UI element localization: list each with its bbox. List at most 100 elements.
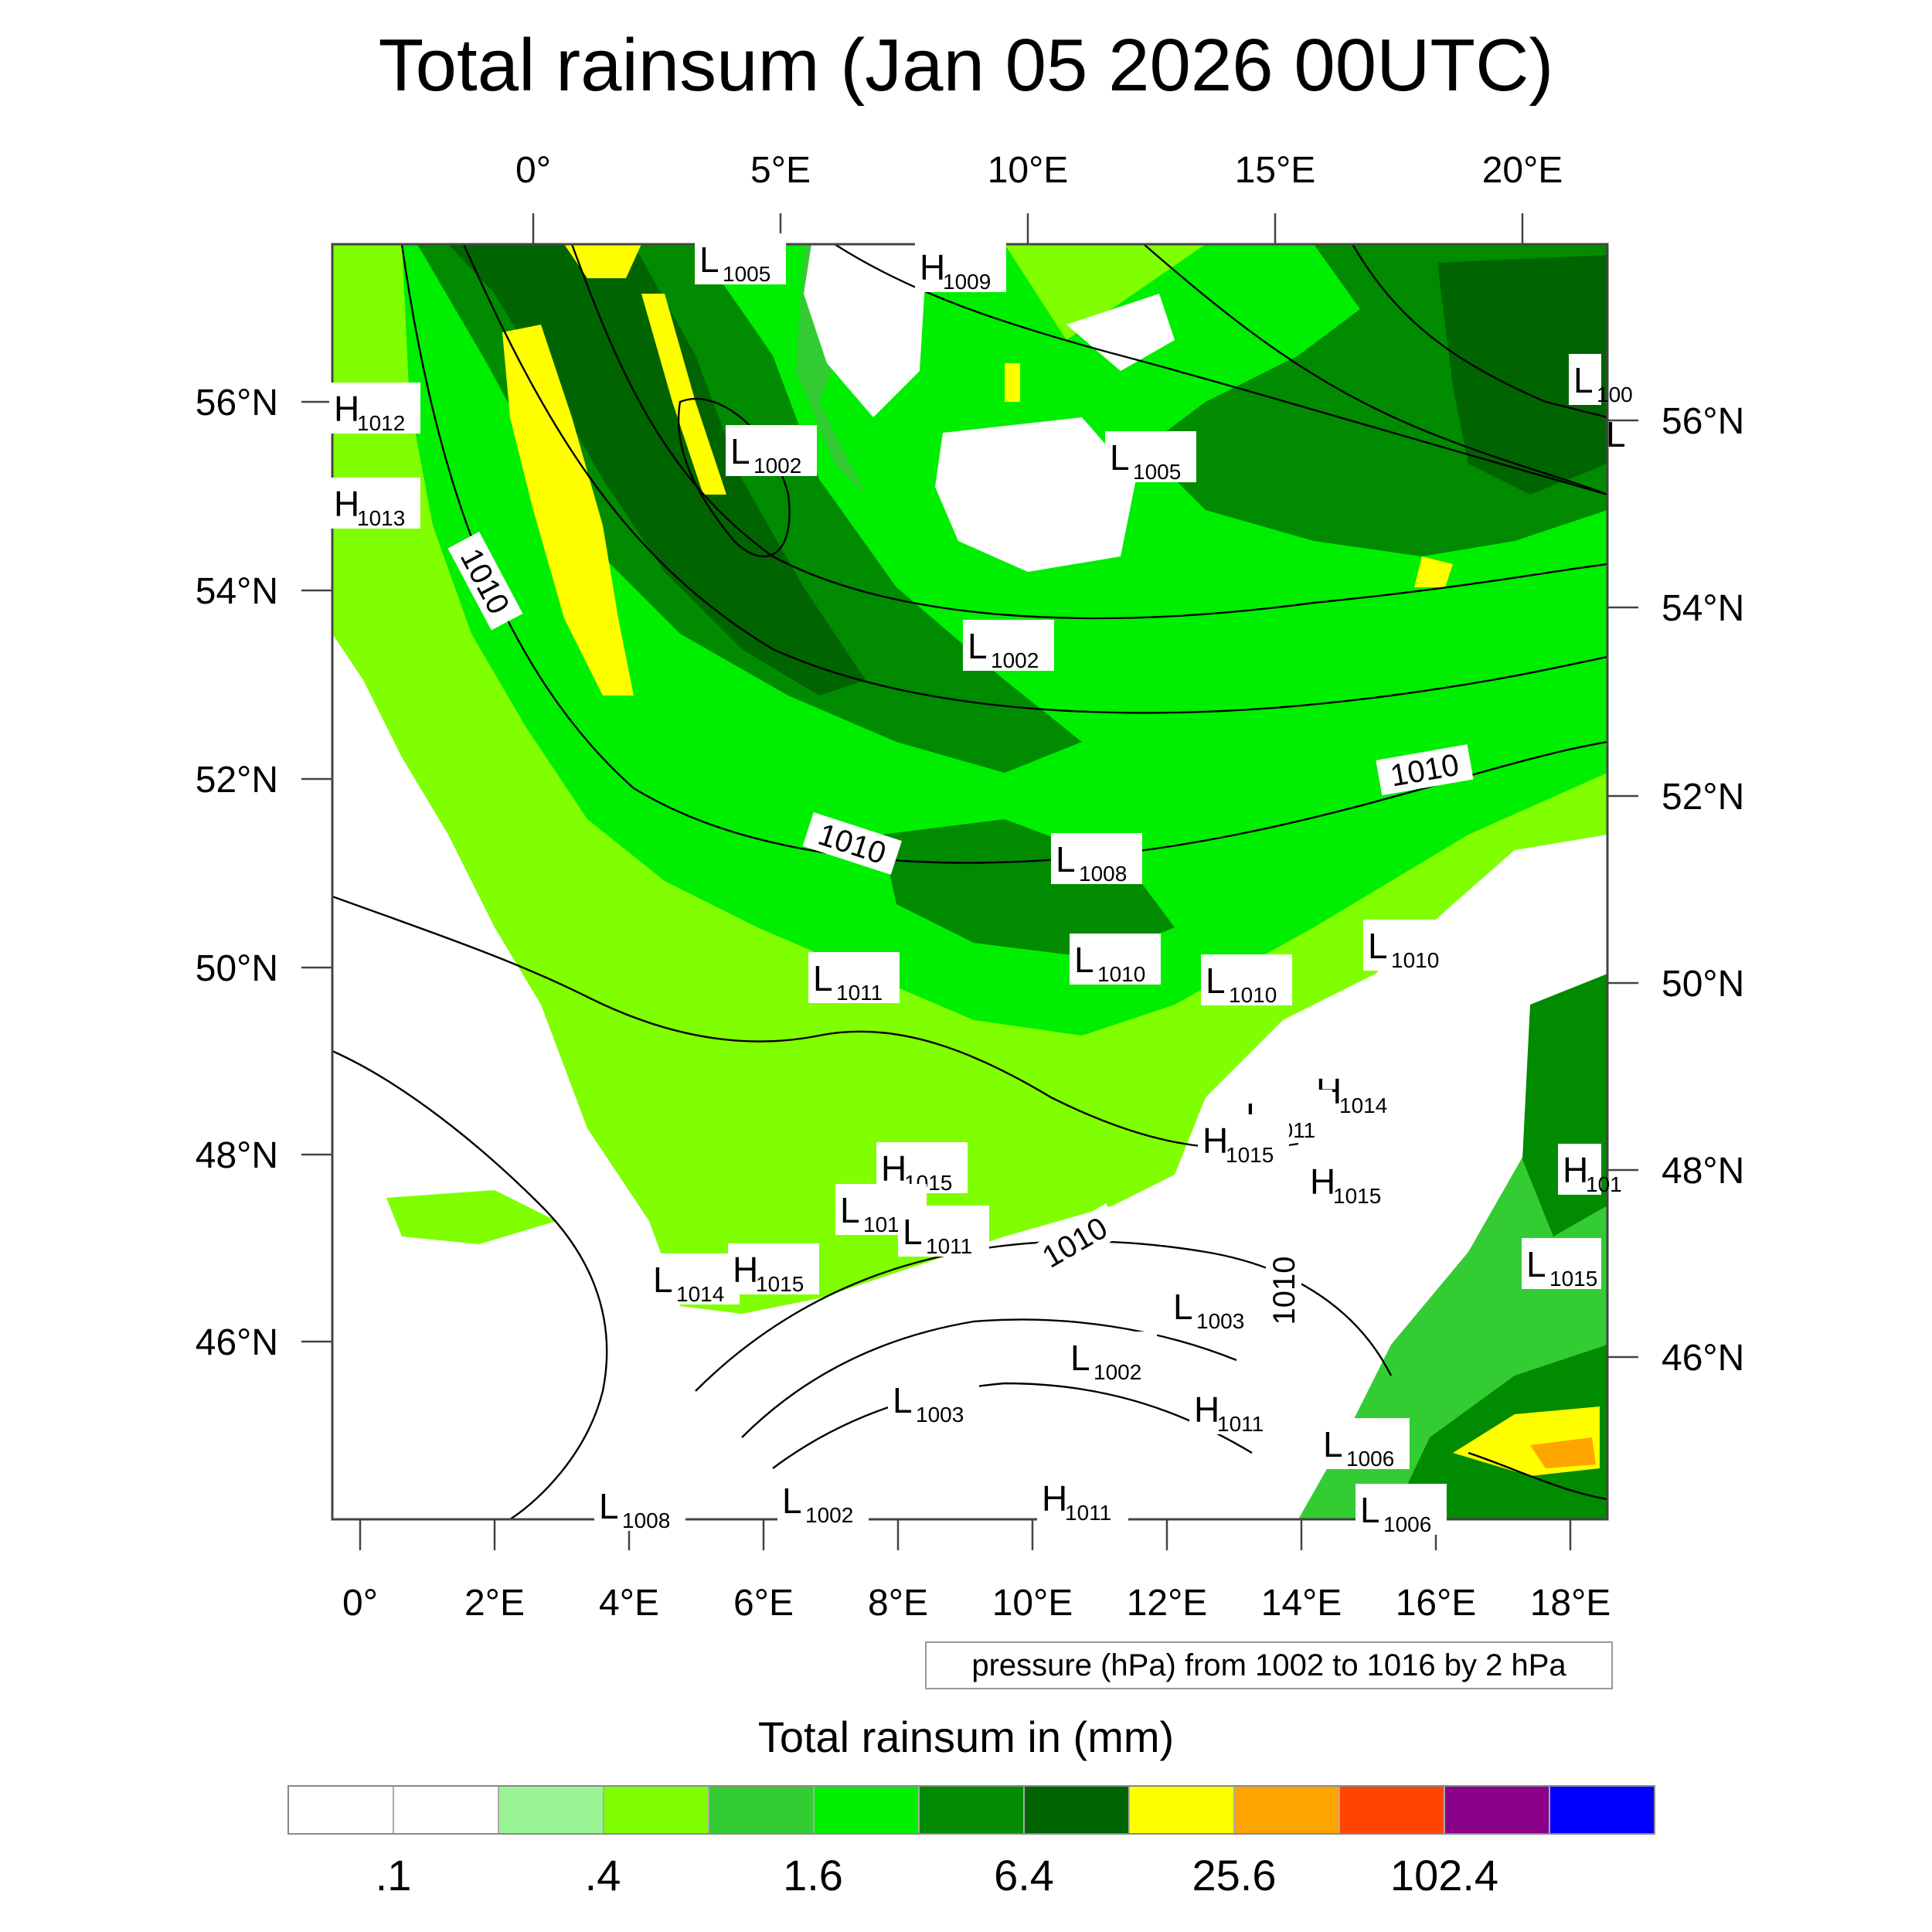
low-pressure-center: L 1010 bbox=[1070, 934, 1161, 986]
pressure-center-value: 1015 bbox=[1226, 1143, 1274, 1167]
pressure-center-letter: L bbox=[813, 958, 833, 998]
pressure-center-letter: H bbox=[733, 1250, 758, 1290]
axis-ticks bbox=[301, 213, 1638, 1550]
colorbar-title: Total rainsum in (mm) bbox=[757, 1713, 1175, 1761]
pressure-center-value: 1013 bbox=[357, 506, 405, 530]
heavy-rain-cell-1 bbox=[1414, 556, 1453, 587]
pressure-center-value: 1011 bbox=[1217, 1412, 1264, 1436]
pressure-center-value: 1014 bbox=[1339, 1094, 1387, 1117]
pressure-center-value: 1011 bbox=[1065, 1501, 1111, 1525]
rain-band-darkest-west bbox=[448, 244, 866, 696]
heavy-rain-streak-1 bbox=[641, 294, 726, 495]
pressure-center-letter: L bbox=[1173, 1287, 1193, 1327]
colorbar-swatch bbox=[1340, 1787, 1445, 1833]
bottom-lon-label: 16°E bbox=[1396, 1583, 1477, 1624]
isobar-line bbox=[332, 1049, 608, 1519]
low-pressure-center: L 1003 bbox=[1168, 1281, 1260, 1333]
bottom-lon-label: 14°E bbox=[1261, 1583, 1342, 1624]
right-lat-label: 52°N bbox=[1662, 777, 1744, 818]
pressure-center-letter: L bbox=[893, 1380, 913, 1420]
top-lon-label: 20°E bbox=[1482, 150, 1563, 191]
pressure-center-letter: L bbox=[1360, 1490, 1380, 1530]
pressure-center-value: 1003 bbox=[1196, 1309, 1244, 1333]
bottom-lon-label: 12°E bbox=[1127, 1583, 1208, 1624]
low-pressure-center: L 1002 bbox=[1066, 1332, 1157, 1384]
pressure-center-letter: H bbox=[1563, 1150, 1588, 1190]
colorbar-label: .4 bbox=[584, 1851, 621, 1900]
isobar-line bbox=[772, 1382, 1253, 1469]
pressure-center-value: 1010 bbox=[1097, 962, 1145, 986]
low-pressure-center: L 1010 bbox=[1363, 920, 1454, 972]
pressure-center-value: 1008 bbox=[622, 1509, 670, 1532]
left-lat-label: 54°N bbox=[196, 571, 278, 612]
pressure-center-letter: L bbox=[730, 431, 750, 471]
isobar-line bbox=[677, 397, 791, 558]
pressure-center-letter: L bbox=[1074, 940, 1094, 980]
right-lat-label: 56°N bbox=[1662, 401, 1744, 442]
pressure-center-letter: H bbox=[334, 484, 359, 524]
isobar-line bbox=[1468, 1451, 1607, 1501]
rain-patch-south-1 bbox=[386, 1190, 556, 1244]
colorbar bbox=[287, 1785, 1655, 1835]
pressure-center-letter: H bbox=[1194, 1389, 1219, 1430]
right-lat-label: 48°N bbox=[1662, 1151, 1744, 1192]
colorbar-label: .1 bbox=[375, 1851, 412, 1900]
left-lat-label: 48°N bbox=[196, 1135, 278, 1176]
colorbar-swatch bbox=[289, 1787, 394, 1833]
pressure-center-letter: H bbox=[920, 247, 945, 287]
isobar-line bbox=[462, 244, 1607, 714]
isobar-label: 1010 bbox=[1267, 1257, 1301, 1325]
pressure-center-letter: H bbox=[1310, 1162, 1335, 1202]
pressure-center-letter: L bbox=[699, 240, 719, 280]
colorbar-swatch bbox=[1130, 1787, 1235, 1833]
pressure-center-value: 1012 bbox=[357, 411, 405, 435]
right-lat-label: 46°N bbox=[1662, 1338, 1744, 1379]
pressure-center-value: 100 bbox=[1597, 383, 1633, 406]
pressure-center-value: 1008 bbox=[1079, 862, 1127, 886]
colorbar-swatch bbox=[920, 1787, 1025, 1833]
pressure-center-letter: H bbox=[881, 1148, 906, 1189]
pressure-center-letter: L bbox=[1606, 414, 1626, 454]
pressure-center-letter: L bbox=[1206, 961, 1226, 1001]
low-pressure-center: L 1005 bbox=[1105, 431, 1196, 484]
pressure-center-value: 1011 bbox=[836, 981, 883, 1005]
pressure-center-value: 101 bbox=[1586, 1172, 1622, 1196]
pressure-center-letter: L bbox=[903, 1212, 923, 1252]
colorbar-label: 25.6 bbox=[1192, 1851, 1277, 1900]
precipitation-field bbox=[332, 244, 1607, 1519]
pressure-center-letter: L bbox=[782, 1481, 802, 1521]
low-pressure-center: L 1008 bbox=[1051, 833, 1142, 886]
low-pressure-center: L bbox=[1606, 414, 1626, 454]
pressure-center-value: 1005 bbox=[1133, 460, 1181, 484]
low-pressure-center: L 1006 bbox=[1355, 1484, 1447, 1536]
isobar-labels: 1010 1010 1010 1010 1010 bbox=[447, 532, 1474, 1337]
top-lon-label: 10°E bbox=[988, 150, 1069, 191]
bottom-lon-label: 6°E bbox=[733, 1583, 794, 1624]
left-lat-label: 50°N bbox=[196, 948, 278, 989]
dry-area-baltic bbox=[1066, 294, 1175, 371]
bottom-lon-label: 8°E bbox=[868, 1583, 928, 1624]
low-pressure-center: L 1015 bbox=[1522, 1238, 1601, 1291]
dry-area-northsea bbox=[804, 244, 927, 417]
colorbar-swatch bbox=[1550, 1787, 1654, 1833]
colorbar-swatch bbox=[394, 1787, 499, 1833]
left-lat-label: 46°N bbox=[196, 1322, 278, 1363]
heavy-rain-cell-2 bbox=[1005, 363, 1020, 402]
low-pressure-center: L 1003 bbox=[888, 1374, 979, 1427]
pressure-center-value: 1002 bbox=[1094, 1360, 1141, 1384]
pressure-center-value: 1002 bbox=[991, 648, 1039, 672]
pressure-center-value: 1009 bbox=[943, 270, 991, 294]
pressure-center-letter: H bbox=[1202, 1121, 1228, 1161]
bottom-lon-label: 2°E bbox=[464, 1583, 525, 1624]
isobars bbox=[332, 244, 1607, 1519]
isobar-line bbox=[1351, 244, 1607, 419]
pressure-center-value: 1015 bbox=[756, 1272, 804, 1296]
